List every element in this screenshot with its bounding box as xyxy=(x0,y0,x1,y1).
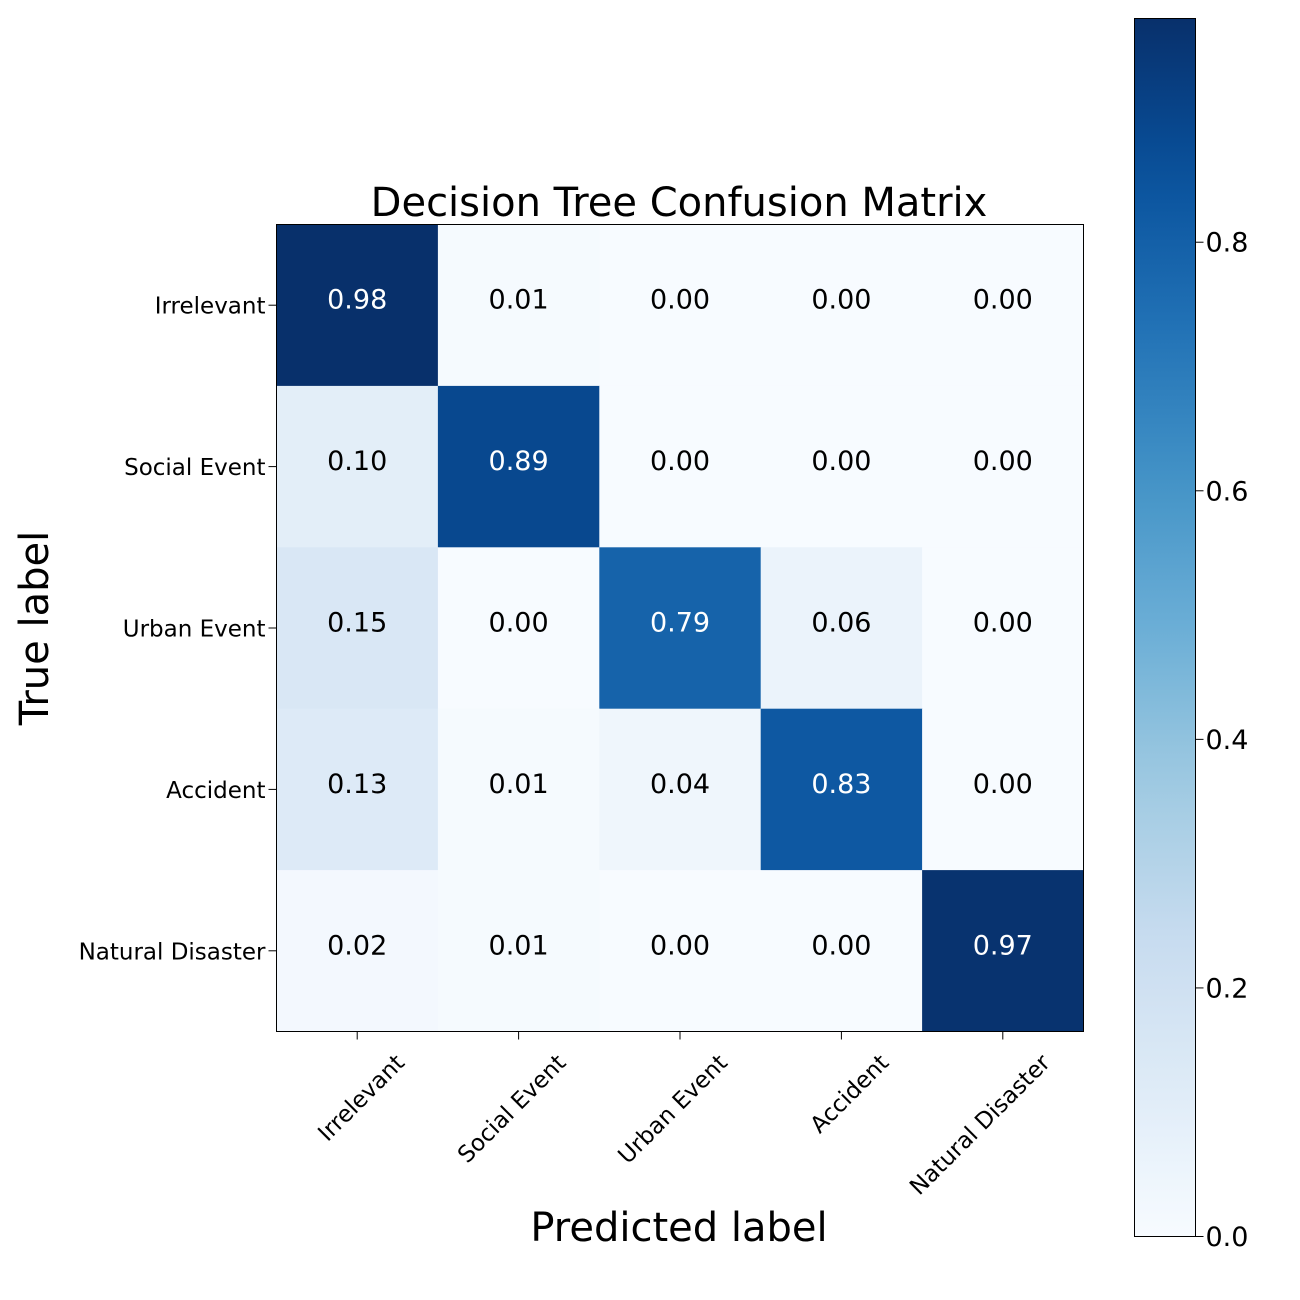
heatmap-cell xyxy=(276,224,439,387)
heatmap-cell-labels: 0.98 0.01 0.00 0.00 0.00 0.10 0.89 0.00 0.00 0.00… xyxy=(327,285,1033,962)
y-tick-label: Irrelevant xyxy=(155,294,266,320)
x-tick-label: Natural Disaster xyxy=(905,1050,1056,1201)
heatmap-cell xyxy=(599,708,762,871)
cell-value-label: 0.79 xyxy=(650,608,710,639)
cell-value-label: 0.89 xyxy=(489,446,549,477)
heatmap-cell xyxy=(599,385,762,548)
cell-value-label: 0.06 xyxy=(811,608,871,639)
colorbar: 0.0 0.2 0.4 0.6 0.8 xyxy=(1134,18,1249,1253)
x-axis-ticks: Irrelevant Social Event Urban Event Acciden… xyxy=(313,1031,1056,1201)
x-tick-label: Accident xyxy=(806,1050,895,1139)
heatmap-cells xyxy=(276,224,1084,1032)
colorbar-tick-label: 0.8 xyxy=(1206,228,1249,259)
x-tick-label: Urban Event xyxy=(614,1050,733,1169)
cell-value-label: 0.00 xyxy=(811,930,871,961)
heatmap-cell xyxy=(437,547,600,710)
colorbar-tick-label: 0.0 xyxy=(1206,1222,1249,1253)
heatmap-cell xyxy=(437,870,600,1032)
heatmap-cell xyxy=(760,547,923,710)
heatmap-cell xyxy=(760,870,923,1032)
heatmap-cell xyxy=(760,224,923,387)
cell-value-label: 0.01 xyxy=(489,769,549,800)
heatmap-cell xyxy=(922,385,1084,548)
heatmap-cell xyxy=(599,870,762,1032)
y-tick-label: Urban Event xyxy=(123,617,266,643)
cell-value-label: 0.00 xyxy=(650,446,710,477)
colorbar-gradient xyxy=(1134,18,1196,1237)
x-tick-label: Irrelevant xyxy=(313,1050,410,1147)
heatmap-cell xyxy=(599,547,762,710)
heatmap-cell xyxy=(276,870,439,1032)
cell-value-label: 0.00 xyxy=(811,285,871,316)
heatmap-cell xyxy=(760,385,923,548)
cell-value-label: 0.00 xyxy=(650,930,710,961)
cell-value-label: 0.15 xyxy=(327,608,387,639)
y-axis-label: True label xyxy=(12,531,58,726)
heatmap-cell xyxy=(922,708,1084,871)
heatmap-cell xyxy=(760,708,923,871)
heatmap-cell xyxy=(276,708,439,871)
chart-title: Decision Tree Confusion Matrix xyxy=(371,180,988,226)
heatmap-cell xyxy=(276,547,439,710)
cell-value-label: 0.10 xyxy=(327,446,387,477)
heatmap-cell xyxy=(599,224,762,387)
y-tick-label: Natural Disaster xyxy=(79,939,266,965)
heatmap-cell xyxy=(276,385,439,548)
heatmap-cell xyxy=(922,224,1084,387)
heatmap-cell xyxy=(437,385,600,548)
heatmap-cell xyxy=(437,224,600,387)
cell-value-label: 0.00 xyxy=(973,769,1033,800)
cell-value-label: 0.00 xyxy=(973,285,1033,316)
colorbar-tick-label: 0.6 xyxy=(1206,476,1249,507)
cell-value-label: 0.13 xyxy=(327,769,387,800)
heatmap-cell xyxy=(922,547,1084,710)
y-tick-label: Accident xyxy=(166,778,265,804)
cell-value-label: 0.00 xyxy=(973,608,1033,639)
cell-value-label: 0.00 xyxy=(973,446,1033,477)
cell-value-label: 0.01 xyxy=(489,285,549,316)
y-tick-label: Social Event xyxy=(124,455,265,481)
cell-value-label: 0.00 xyxy=(811,446,871,477)
cell-value-label: 0.97 xyxy=(973,930,1033,961)
y-axis-ticks: Irrelevant Social Event Urban Event Acciden… xyxy=(79,294,277,965)
colorbar-tick-label: 0.2 xyxy=(1206,973,1249,1004)
cell-value-label: 0.83 xyxy=(811,769,871,800)
heatmap-cell xyxy=(437,708,600,871)
cell-value-label: 0.02 xyxy=(327,930,387,961)
cell-value-label: 0.00 xyxy=(650,285,710,316)
cell-value-label: 0.98 xyxy=(327,285,387,316)
cell-value-label: 0.04 xyxy=(650,769,710,800)
heatmap-cell xyxy=(922,870,1084,1032)
colorbar-tick-label: 0.4 xyxy=(1206,725,1249,756)
x-axis-label: Predicted label xyxy=(530,1205,827,1251)
cell-value-label: 0.00 xyxy=(489,608,549,639)
x-tick-label: Social Event xyxy=(453,1050,571,1168)
cell-value-label: 0.01 xyxy=(489,930,549,961)
